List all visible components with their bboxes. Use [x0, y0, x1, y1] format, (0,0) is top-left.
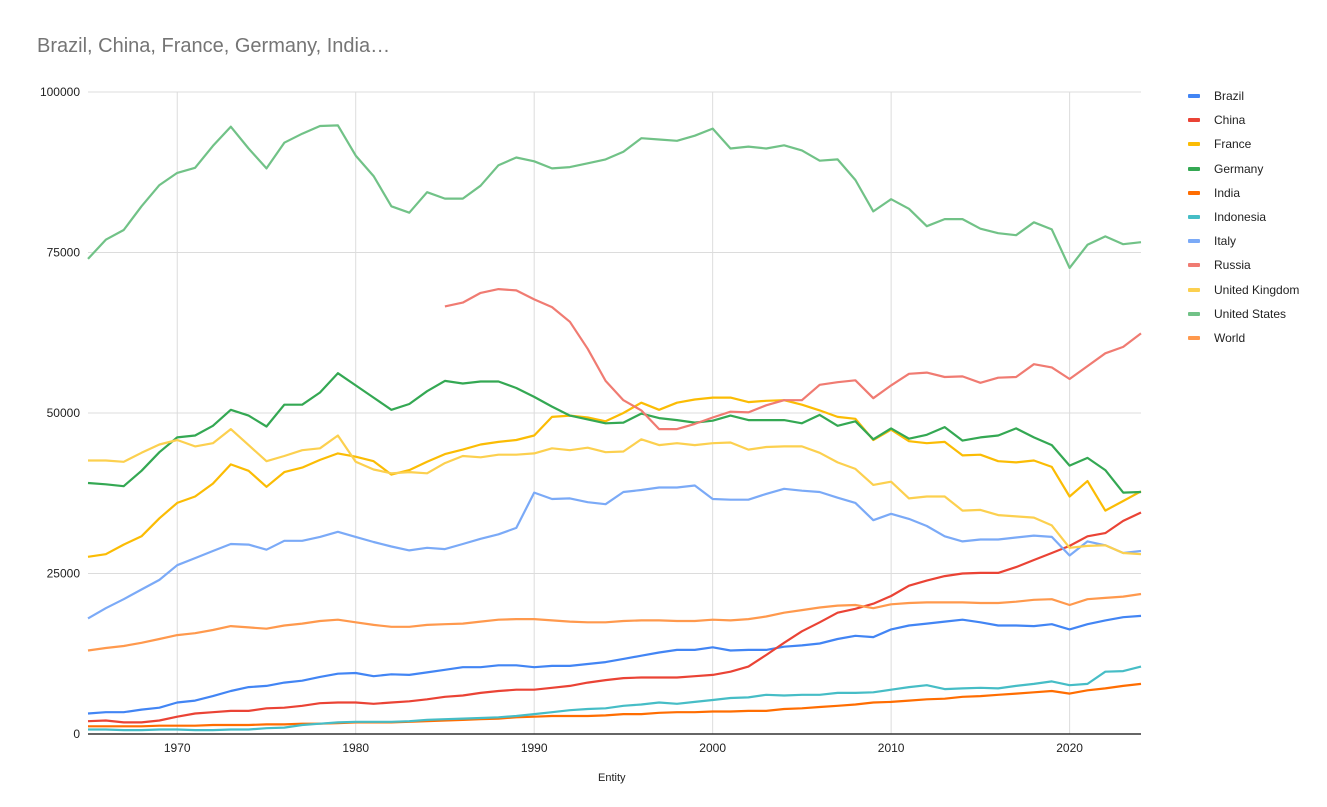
legend-swatch — [1188, 335, 1200, 340]
y-tick-label: 25000 — [47, 567, 81, 581]
legend-item-china[interactable]: China — [1188, 108, 1299, 132]
legend-label: Indonesia — [1214, 210, 1267, 225]
legend-swatch — [1188, 263, 1200, 268]
legend-swatch — [1188, 239, 1200, 244]
legend-label: Russia — [1214, 258, 1251, 273]
series-line-brazil — [87, 614, 1142, 715]
x-tick-label: 2010 — [878, 741, 905, 755]
legend: Brazil China France Germany India Indonesia It… — [1188, 84, 1299, 350]
legend-item-italy[interactable]: Italy — [1188, 229, 1299, 253]
x-tick-label: 1990 — [521, 741, 548, 755]
series-line-india — [88, 682, 1142, 728]
y-tick-label: 75000 — [47, 246, 81, 260]
legend-swatch — [1188, 118, 1200, 123]
legend-item-united-kingdom[interactable]: United Kingdom — [1188, 278, 1299, 302]
legend-swatch — [1188, 142, 1200, 147]
series-lines — [87, 124, 1142, 732]
grid-lines — [88, 91, 1141, 734]
legend-swatch — [1188, 311, 1200, 316]
series-line-russia — [444, 288, 1142, 431]
chart-title: Brazil, China, France, Germany, India… — [37, 35, 391, 57]
series-line-indonesia — [88, 665, 1142, 732]
series-line-france — [87, 396, 1142, 558]
legend-label: France — [1214, 137, 1252, 152]
legend-label: United Kingdom — [1214, 282, 1300, 297]
x-tick-label: 2000 — [699, 741, 726, 755]
y-tick-label: 0 — [73, 727, 80, 741]
legend-label: Brazil — [1214, 89, 1245, 104]
legend-label: United States — [1214, 306, 1287, 321]
y-tick-label: 100000 — [40, 85, 80, 99]
legend-item-brazil[interactable]: Brazil — [1188, 84, 1299, 108]
legend-label: India — [1214, 185, 1241, 200]
legend-swatch — [1188, 166, 1200, 171]
series-line-italy — [87, 484, 1142, 620]
legend-item-world[interactable]: World — [1188, 326, 1299, 350]
legend-label: World — [1214, 330, 1246, 345]
legend-item-germany[interactable]: Germany — [1188, 157, 1299, 181]
legend-item-russia[interactable]: Russia — [1188, 253, 1299, 277]
legend-item-indonesia[interactable]: Indonesia — [1188, 205, 1299, 229]
x-tick-label: 1970 — [164, 741, 191, 755]
legend-swatch — [1188, 190, 1200, 195]
series-line-united-kingdom — [88, 428, 1142, 556]
legend-item-india[interactable]: India — [1188, 181, 1299, 205]
y-tick-label: 50000 — [47, 406, 81, 420]
series-line-united-states — [87, 124, 1142, 269]
x-axis-label: Entity — [598, 772, 626, 784]
x-tick-label: 1980 — [342, 741, 369, 755]
x-tick-label: 2020 — [1056, 741, 1083, 755]
y-axis-ticks: 0 25000 50000 75000 100000 — [40, 85, 80, 741]
legend-label: China — [1214, 113, 1246, 128]
series-line-germany — [87, 372, 1142, 494]
legend-label: Italy — [1214, 234, 1237, 249]
legend-swatch — [1188, 94, 1200, 99]
legend-swatch — [1188, 215, 1200, 220]
legend-item-france[interactable]: France — [1188, 132, 1299, 156]
series-line-world — [87, 592, 1142, 652]
series-line-china — [87, 511, 1142, 724]
x-axis-ticks: 1970 1980 1990 2000 2010 2020 — [164, 741, 1083, 755]
legend-item-united-states[interactable]: United States — [1188, 302, 1299, 326]
legend-label: Germany — [1214, 161, 1264, 176]
legend-swatch — [1188, 287, 1200, 292]
